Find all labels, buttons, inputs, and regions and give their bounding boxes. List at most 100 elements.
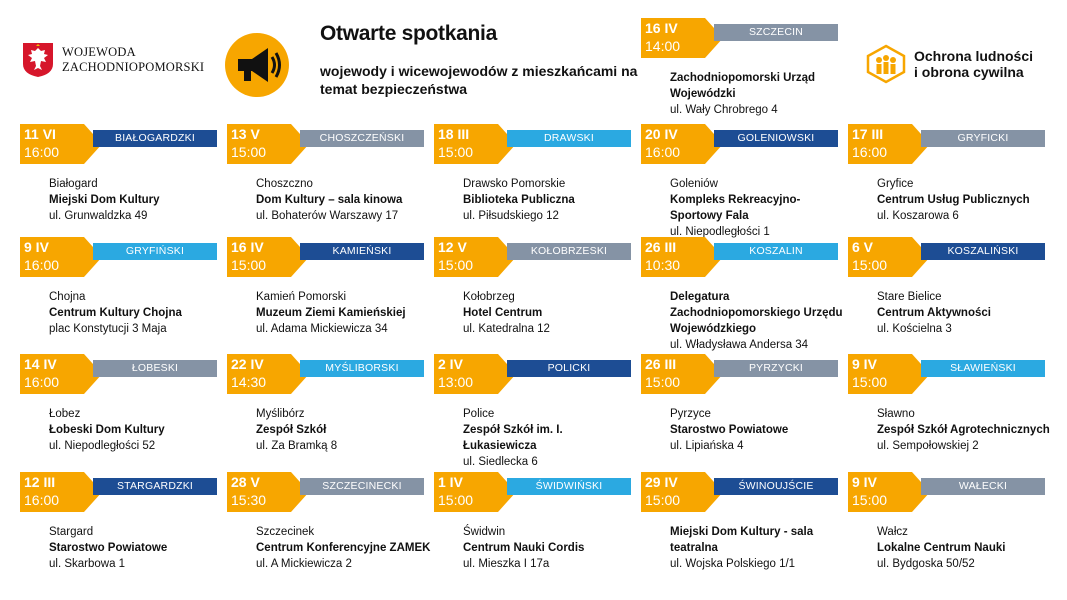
event-date: 20 IV [645, 126, 678, 142]
date-arrow-shape [641, 237, 723, 277]
event-time: 15:00 [852, 374, 888, 390]
event-venue: Muzeum Ziemi Kamieńskiej [256, 307, 406, 319]
event-date: 2 IV [438, 356, 463, 372]
county-label: KOSZALIŃSKI [921, 243, 1045, 260]
event-time: 15:00 [231, 144, 267, 160]
event-time: 15:00 [852, 492, 888, 508]
date-arrow-shape [641, 18, 723, 58]
event-location: Police Zespół Szkół im. I. Łukasiewicza ul… [463, 406, 639, 470]
event-card: ŚWINOUJŚCIE 29 IV 15:00 Miejski Dom Kultury… [641, 472, 846, 590]
event-town: Białogard [49, 178, 98, 190]
event-venue: Centrum Kultury Chojna [49, 307, 182, 319]
event-card: PYRZYCKI 26 III 15:00 Pyrzyce Starostwo Powi… [641, 354, 846, 472]
event-venue: Zespół Szkół [256, 424, 327, 436]
date-arrow-shape [434, 472, 516, 512]
event-town: Drawsko Pomorskie [463, 178, 566, 190]
event-address: ul. Katedralna 12 [463, 323, 550, 335]
event-town: Chojna [49, 291, 86, 303]
event-town: Police [463, 408, 495, 420]
event-address: ul. Niepodległości 52 [49, 440, 156, 452]
date-arrow-shape [641, 354, 723, 394]
event-card: KOŁOBRZESKI 12 V 15:00 Kołobrzeg Hotel Centr… [434, 237, 639, 355]
event-card: BIAŁOGARDZKI 11 VI 16:00 Białogard Miejski D… [20, 124, 225, 242]
event-time: 15:00 [438, 144, 474, 160]
date-arrow-shape [641, 124, 723, 164]
event-location: Goleniów Kompleks Rekreacyjno-Sportowy Fa… [670, 176, 846, 240]
county-label: KAMIEŃSKI [300, 243, 424, 260]
event-time: 16:00 [24, 374, 60, 390]
event-date: 12 III [24, 474, 56, 490]
event-date: 9 IV [24, 239, 49, 255]
civil-line2: i obrona cywilna [914, 64, 1024, 80]
county-label: POLICKI [507, 360, 631, 377]
event-time: 15:00 [852, 257, 888, 273]
event-location: Drawsko Pomorskie Biblioteka Publiczna ul.… [463, 176, 639, 224]
event-venue: Starostwo Powiatowe [49, 542, 168, 554]
event-address: ul. Sempołowskiej 2 [877, 440, 979, 452]
event-date: 9 IV [852, 474, 877, 490]
event-venue: Zespół Szkół Agrotechnicznych [877, 424, 1050, 436]
event-card: ŚWIDWIŃSKI 1 IV 15:00 Świdwin Centrum Nauki … [434, 472, 639, 590]
event-location: Zachodniopomorski Urząd Wojewódzki ul. Wa… [670, 70, 846, 118]
event-address: ul. Władysława Andersa 34 [670, 339, 809, 351]
event-venue: Kompleks Rekreacyjno-Sportowy Fala [670, 194, 801, 222]
civil-line1: Ochrona ludności [914, 48, 1034, 64]
county-label: ŚWINOUJŚCIE [714, 478, 838, 495]
event-address: plac Konstytucji 3 Maja [49, 323, 167, 335]
event-time: 15:00 [231, 257, 267, 273]
event-date: 18 III [438, 126, 470, 142]
event-card: SZCZECIN 16 IV 14:00 Zachodniopomorski Urzą… [641, 18, 846, 136]
event-address: ul. Bydgoska 50/52 [877, 558, 975, 570]
event-location: Delegatura Zachodniopomorskiego Urzędu W… [670, 289, 846, 353]
county-label: SZCZECIN [714, 24, 838, 41]
event-address: ul. Siedlecka 6 [463, 456, 538, 468]
event-location: Pyrzyce Starostwo Powiatowe ul. Lipiańska … [670, 406, 846, 454]
event-card: KOSZALIN 26 III 10:30 Delegatura Zachodniop… [641, 237, 846, 355]
event-location: Chojna Centrum Kultury Chojna plac Konstyt… [49, 289, 225, 337]
county-label: STARGARDZKI [93, 478, 217, 495]
event-card: POLICKI 2 IV 13:00 Police Zespół Szkół im. I… [434, 354, 639, 472]
event-location: Stare Bielice Centrum Aktywności ul. Kości… [877, 289, 1053, 337]
event-location: Szczecinek Centrum Konferencyjne ZAMEK ul.… [256, 524, 432, 572]
event-date: 14 IV [24, 356, 57, 372]
event-location: Łobez Łobeski Dom Kultury ul. Niepodległoś… [49, 406, 225, 454]
event-town: Myślibórz [256, 408, 305, 420]
event-location: Kamień Pomorski Muzeum Ziemi Kamieńskiej u… [256, 289, 432, 337]
event-date: 17 III [852, 126, 884, 142]
county-label: GRYFICKI [921, 130, 1045, 147]
event-address: ul. Niepodległości 1 [670, 226, 770, 238]
event-town: Szczecinek [256, 526, 315, 538]
event-date: 26 III [645, 239, 677, 255]
civil-defense-text: Ochrona ludności i obrona cywilna [914, 48, 1033, 80]
date-arrow-shape [434, 354, 516, 394]
date-arrow-shape [641, 472, 723, 512]
event-address: ul. Lipiańska 4 [670, 440, 744, 452]
event-venue: Lokalne Centrum Nauki [877, 542, 1006, 554]
event-address: ul. Bohaterów Warszawy 17 [256, 210, 399, 222]
date-arrow-shape [20, 354, 102, 394]
event-time: 15:00 [645, 374, 681, 390]
county-label: KOŁOBRZESKI [507, 243, 631, 260]
county-label: BIAŁOGARDZKI [93, 130, 217, 147]
event-town: Kamień Pomorski [256, 291, 347, 303]
event-time: 16:00 [645, 144, 681, 160]
date-arrow-shape [227, 472, 309, 512]
event-address: ul. Skarbowa 1 [49, 558, 126, 570]
event-time: 16:00 [24, 492, 60, 508]
event-time: 16:00 [24, 257, 60, 273]
event-location: Świdwin Centrum Nauki Cordis ul. Mieszka I… [463, 524, 639, 572]
event-date: 9 IV [852, 356, 877, 372]
governor-name: WOJEWODA ZACHODNIOPOMORSKI [62, 45, 204, 75]
event-card: KOSZALIŃSKI 6 V 15:00 Stare Bielice Centrum … [848, 237, 1053, 355]
event-date: 29 IV [645, 474, 678, 490]
event-date: 26 III [645, 356, 677, 372]
event-time: 15:00 [645, 492, 681, 508]
county-label: GOLENIOWSKI [714, 130, 838, 147]
event-venue: Centrum Usług Publicznych [877, 194, 1030, 206]
event-town: Łobez [49, 408, 81, 420]
event-location: Białogard Miejski Dom Kultury ul. Grunwald… [49, 176, 225, 224]
county-label: SŁAWIEŃSKI [921, 360, 1045, 377]
event-date: 22 IV [231, 356, 264, 372]
county-label: WAŁECKI [921, 478, 1045, 495]
event-venue: Starostwo Powiatowe [670, 424, 789, 436]
